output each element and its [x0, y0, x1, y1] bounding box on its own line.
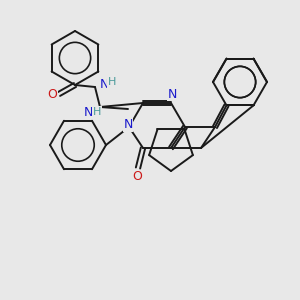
Text: N: N: [100, 79, 110, 92]
Text: N: N: [123, 118, 133, 131]
Text: O: O: [47, 88, 57, 101]
Text: H: H: [108, 77, 116, 87]
Text: O: O: [132, 170, 142, 184]
Text: H: H: [93, 107, 101, 117]
Text: N: N: [83, 106, 93, 118]
Text: N: N: [167, 88, 177, 100]
